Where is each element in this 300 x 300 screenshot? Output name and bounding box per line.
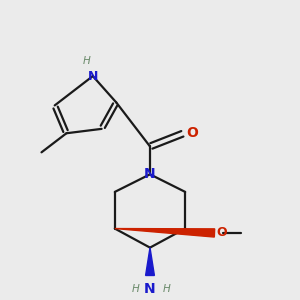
Polygon shape xyxy=(115,229,215,237)
Text: N: N xyxy=(88,70,98,83)
Text: N: N xyxy=(144,167,156,181)
Text: O: O xyxy=(216,226,226,239)
Polygon shape xyxy=(146,248,154,275)
Text: O: O xyxy=(187,126,199,140)
Text: H: H xyxy=(131,284,139,294)
Text: H: H xyxy=(162,284,170,294)
Text: H: H xyxy=(83,56,91,66)
Text: N: N xyxy=(144,282,156,296)
